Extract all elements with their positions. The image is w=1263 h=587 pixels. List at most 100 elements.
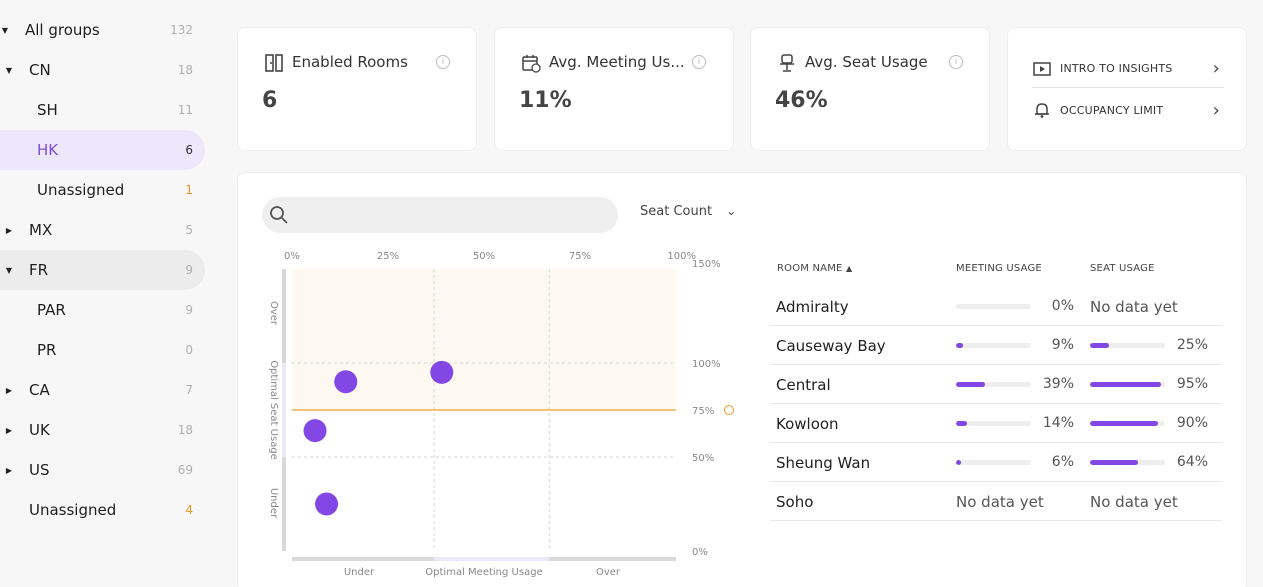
kpi-value: 11%: [519, 88, 572, 113]
insights-panel: Seat Count ⌄ 0% 25% 50% 75% 100% 150% 100% 75% 5…: [237, 172, 1247, 587]
link-label: INTRO TO INSIGHTS: [1060, 62, 1173, 75]
seat-count-dropdown[interactable]: Seat Count ⌄: [640, 204, 736, 219]
links-card: INTRO TO INSIGHTS › OCCUPANCY LIMIT ›: [1007, 27, 1247, 151]
seat-usage-bar-fill: [1090, 382, 1162, 387]
seat-usage-value: 25%: [1176, 337, 1208, 353]
sidebar-item-sh[interactable]: SH 11: [0, 90, 205, 130]
caret-right-icon[interactable]: ▶: [5, 465, 13, 475]
info-icon[interactable]: i: [692, 55, 706, 69]
warning-icon[interactable]: [724, 405, 734, 415]
room-name: Causeway Bay: [776, 337, 886, 355]
search-input[interactable]: [262, 197, 618, 233]
sidebar-item-mx[interactable]: ▶ MX 5: [0, 210, 205, 250]
meeting-usage-value: 39%: [1042, 376, 1074, 392]
y-axis-optimal-band: [282, 363, 286, 457]
data-point-sheung-wan[interactable]: [303, 419, 327, 443]
kpi-value: 46%: [775, 88, 828, 113]
room-name: Soho: [776, 493, 814, 511]
top-tick-label: 75%: [569, 251, 591, 262]
sidebar-item-label: Unassigned: [37, 181, 125, 199]
meeting-usage-bar: [956, 343, 1031, 348]
seat-usage-bar-fill: [1090, 460, 1138, 465]
meeting-usage-bar: [956, 382, 1031, 387]
sidebar-item-count: 6: [185, 143, 193, 157]
caret-down-icon[interactable]: ▼: [1, 25, 9, 35]
meeting-usage-bar-fill: [956, 343, 963, 348]
sidebar-item-pr[interactable]: PR 0: [0, 330, 205, 370]
x-axis-under-label: Under: [344, 567, 375, 578]
kpi-value: 6: [262, 88, 278, 113]
link-label: OCCUPANCY LIMIT: [1060, 103, 1164, 117]
sidebar-item-uk[interactable]: ▶ UK 18: [0, 410, 205, 450]
sidebar-item-label: CN: [29, 61, 51, 79]
y-axis-over-label: Over: [268, 301, 279, 326]
enabled-rooms-card: Enabled Rooms i 6: [237, 27, 477, 151]
sidebar-item-unassigned[interactable]: Unassigned 4: [0, 490, 205, 530]
table-row[interactable]: Admiralty 0% No data yet: [770, 287, 1222, 326]
sidebar-item-cn[interactable]: ▼ CN 18: [0, 50, 205, 90]
caret-right-icon[interactable]: ▶: [5, 225, 13, 235]
meeting-usage-bar: [956, 460, 1031, 465]
room-name: Admiralty: [776, 298, 849, 316]
top-tick-label: 50%: [473, 251, 495, 262]
data-point-central[interactable]: [430, 360, 454, 384]
kpi-title: Enabled Rooms: [292, 53, 408, 71]
sidebar-item-label: US: [29, 461, 50, 479]
table-row[interactable]: Causeway Bay 9% 25%: [770, 326, 1222, 365]
meeting-usage-bar-fill: [956, 382, 986, 387]
sidebar-item-label: PAR: [37, 301, 66, 319]
sidebar-item-hk[interactable]: HK 6: [0, 130, 205, 170]
sidebar-item-label: HK: [37, 141, 59, 159]
column-header-seat-usage[interactable]: SEAT USAGE: [1090, 263, 1155, 274]
table-row[interactable]: Central 39% 95%: [770, 365, 1222, 404]
top-tick-label: 25%: [377, 251, 399, 262]
occupancy-limit-link[interactable]: OCCUPANCY LIMIT ›: [1032, 91, 1224, 129]
meeting-usage-value: 6%: [1051, 454, 1074, 470]
room-name: Central: [776, 376, 831, 394]
right-tick-label: 50%: [692, 453, 714, 464]
sidebar-item-count: 132: [170, 23, 193, 37]
seat-usage-value: 90%: [1176, 415, 1208, 431]
kpi-title: Avg. Seat Usage: [805, 53, 928, 71]
table-row[interactable]: Sheung Wan 6% 64%: [770, 443, 1222, 482]
sidebar-item-all-groups[interactable]: ▼ All groups 132: [0, 10, 205, 50]
sidebar-item-label: UK: [29, 421, 50, 439]
sidebar-item-label: SH: [37, 101, 58, 119]
sidebar-item-count: 69: [177, 463, 193, 477]
sidebar-item-us[interactable]: ▶ US 69: [0, 450, 205, 490]
seat-usage-card: Avg. Seat Usage i 46%: [750, 27, 990, 151]
seat-usage-bar: [1090, 343, 1165, 348]
info-icon[interactable]: i: [436, 55, 450, 69]
column-header-meeting-usage[interactable]: MEETING USAGE: [956, 263, 1042, 274]
calendar-clock-icon: [522, 55, 541, 73]
info-icon[interactable]: i: [949, 55, 963, 69]
meeting-usage-no-data: No data yet: [956, 493, 1044, 511]
sidebar-item-fr[interactable]: ▼ FR 9: [0, 250, 205, 290]
header-label: ROOM NAME: [777, 263, 843, 274]
caret-down-icon[interactable]: ▼: [5, 265, 13, 275]
column-header-room-name[interactable]: ROOM NAME ▲: [777, 263, 852, 274]
sidebar-item-ca[interactable]: ▶ CA 7: [0, 370, 205, 410]
dropdown-label: Seat Count: [640, 204, 713, 219]
data-point-causeway-bay[interactable]: [315, 492, 339, 516]
sidebar-item-label: Unassigned: [29, 501, 117, 519]
chevron-right-icon: ›: [1212, 99, 1220, 121]
intro-to-insights-link[interactable]: INTRO TO INSIGHTS ›: [1032, 50, 1224, 88]
caret-right-icon[interactable]: ▶: [5, 385, 13, 395]
right-tick-label: 150%: [692, 259, 721, 270]
table-row[interactable]: Kowloon 14% 90%: [770, 404, 1222, 443]
caret-right-icon[interactable]: ▶: [5, 425, 13, 435]
search-icon: [270, 206, 288, 224]
data-point-kowloon[interactable]: [334, 370, 358, 394]
meeting-usage-bar: [956, 304, 1031, 309]
sidebar-item-par[interactable]: PAR 9: [0, 290, 205, 330]
play-video-icon: [1033, 61, 1051, 76]
sidebar-item-count: 5: [185, 223, 193, 237]
door-icon: [265, 54, 283, 72]
seat-usage-no-data: No data yet: [1090, 298, 1178, 316]
chair-icon: [780, 54, 794, 72]
table-row[interactable]: Soho No data yet No data yet: [770, 482, 1222, 521]
sidebar-item-unassigned[interactable]: Unassigned 1: [0, 170, 205, 210]
caret-down-icon[interactable]: ▼: [5, 65, 13, 75]
meeting-usage-value: 14%: [1042, 415, 1074, 431]
